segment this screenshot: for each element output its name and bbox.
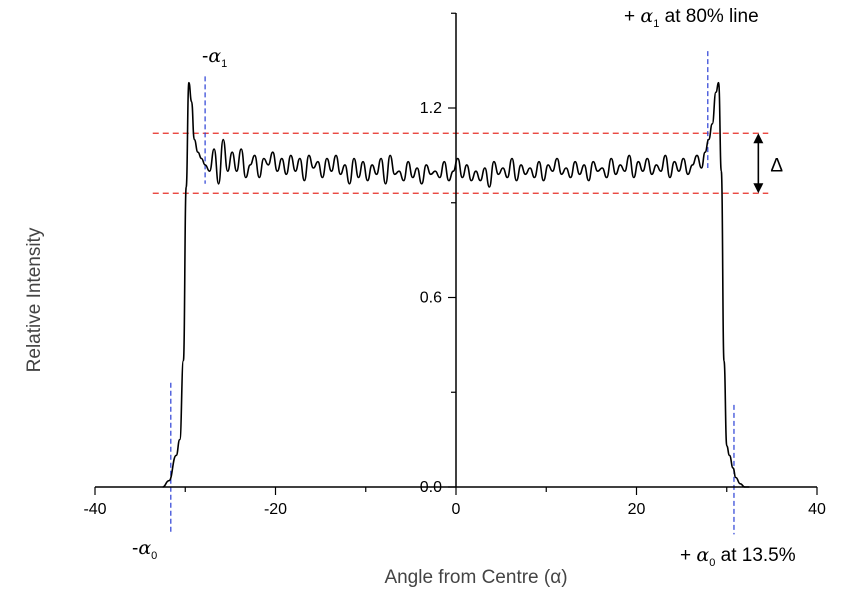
x-tick-label: -20 — [264, 501, 287, 518]
x-tick-label: 0 — [452, 501, 461, 518]
y-tick-label: 0.0 — [420, 479, 442, 496]
y-tick-label: 0.6 — [420, 290, 442, 307]
x-tick-label: 20 — [628, 501, 646, 518]
y-axis-title: Relative Intensity — [24, 227, 45, 372]
delta-arrow-head-bottom — [753, 183, 764, 194]
delta-arrow-head-top — [753, 133, 764, 144]
alpha1-right-label: + α1 at 80% line — [624, 5, 759, 30]
alpha0-right-label: + α0 at 13.5% — [680, 544, 796, 569]
axes — [94, 12, 818, 495]
x-axis-title: Angle from Centre (α) — [384, 567, 567, 588]
delta-label: Δ — [770, 155, 783, 176]
reference-lines — [152, 51, 769, 535]
intensity-curve — [162, 81, 750, 488]
tick-labels: -40 -20 0 20 40 0.0 0.6 1.2 — [83, 100, 826, 518]
series-layer — [162, 81, 750, 488]
alpha0-left-label: -α0 — [132, 537, 157, 562]
x-tick-label: 40 — [808, 501, 826, 518]
alpha1-left-label: -α1 — [202, 45, 227, 70]
delta-marker: Δ — [753, 133, 783, 194]
x-tick-label: -40 — [83, 501, 106, 518]
y-tick-label: 1.2 — [420, 100, 442, 117]
